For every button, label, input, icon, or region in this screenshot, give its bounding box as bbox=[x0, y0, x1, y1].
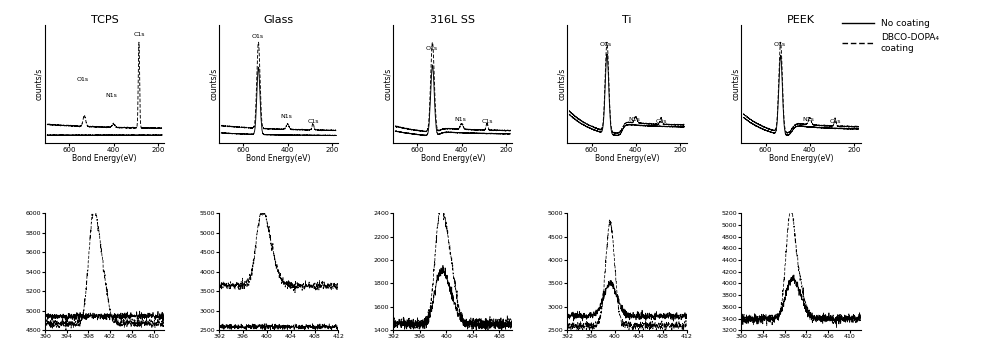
Text: C1s: C1s bbox=[656, 119, 667, 124]
Title: TCPS: TCPS bbox=[91, 15, 119, 25]
Title: PEEK: PEEK bbox=[787, 15, 815, 25]
Text: C1s: C1s bbox=[830, 119, 841, 124]
Y-axis label: counts/s: counts/s bbox=[209, 68, 218, 100]
Text: C1s: C1s bbox=[482, 119, 493, 124]
Text: N1s: N1s bbox=[106, 93, 118, 98]
X-axis label: Bond Energy(eV): Bond Energy(eV) bbox=[769, 154, 833, 163]
Y-axis label: counts/s: counts/s bbox=[383, 68, 392, 100]
Text: C1s: C1s bbox=[308, 119, 319, 124]
Text: O1s: O1s bbox=[600, 41, 612, 46]
Title: 316L SS: 316L SS bbox=[430, 15, 475, 25]
X-axis label: Bond Energy(eV): Bond Energy(eV) bbox=[72, 154, 137, 163]
Title: Glass: Glass bbox=[264, 15, 294, 25]
Text: O1s: O1s bbox=[77, 77, 89, 82]
Text: C1s: C1s bbox=[134, 32, 145, 37]
Text: N1s: N1s bbox=[628, 117, 640, 122]
Y-axis label: counts/s: counts/s bbox=[557, 68, 566, 100]
X-axis label: Bond Energy(eV): Bond Energy(eV) bbox=[246, 154, 311, 163]
Y-axis label: counts/s: counts/s bbox=[731, 68, 740, 100]
Text: O1s: O1s bbox=[426, 46, 438, 51]
Text: N1s: N1s bbox=[454, 117, 466, 122]
X-axis label: Bond Energy(eV): Bond Energy(eV) bbox=[595, 154, 659, 163]
Title: Ti: Ti bbox=[622, 15, 632, 25]
Y-axis label: counts/s: counts/s bbox=[35, 68, 44, 100]
X-axis label: Bond Energy(eV): Bond Energy(eV) bbox=[421, 154, 485, 163]
Text: O1s: O1s bbox=[774, 41, 786, 46]
Text: O1s: O1s bbox=[251, 34, 264, 40]
Text: N1s: N1s bbox=[280, 114, 292, 119]
Text: N1s: N1s bbox=[802, 117, 814, 122]
Legend: No coating, DBCO-DOPA₄
coating: No coating, DBCO-DOPA₄ coating bbox=[839, 15, 943, 56]
